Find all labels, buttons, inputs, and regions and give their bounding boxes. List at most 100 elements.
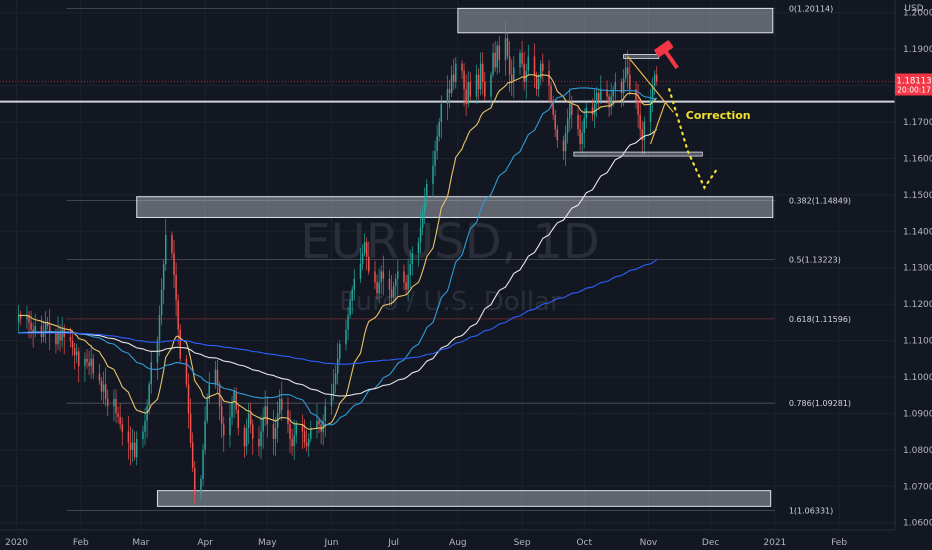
candle-body [92, 358, 94, 374]
candle-body [597, 92, 600, 101]
fib-retracement[interactable]: 0(1.20114) 0.382(1.14849) 0.5(1.13223) 0.61… [66, 5, 851, 516]
candle-body [318, 420, 320, 425]
candle-body [583, 118, 585, 133]
candle-body [127, 431, 130, 443]
candle-body [336, 358, 339, 374]
support-resistance-zones[interactable] [0, 7, 895, 507]
candle-body [608, 96, 610, 108]
candle-body [100, 380, 103, 392]
candle-body [34, 326, 36, 334]
candle-body [434, 151, 436, 166]
current-price-value: 1.18113 [896, 76, 931, 86]
candle-body [465, 89, 467, 104]
candle-body [653, 74, 656, 86]
candle-body [629, 74, 631, 90]
candle-body [577, 114, 579, 130]
candle-body [423, 198, 426, 214]
candle-body [564, 132, 567, 152]
candle-body [508, 56, 511, 75]
fib-level-label: 0.5(1.13223) [789, 256, 841, 265]
candle-body [585, 107, 588, 119]
candle-body [131, 442, 134, 450]
candle-body [359, 264, 362, 279]
projection-path [668, 88, 718, 190]
currency-label: USD [904, 4, 923, 14]
x-tick-label: Aug [449, 538, 467, 548]
candle-body [403, 271, 405, 283]
y-tick-label: 1.17000 [903, 118, 932, 128]
candle-body [419, 227, 422, 243]
bar-countdown: 20:00:17 [897, 85, 931, 94]
candle-body [622, 78, 625, 93]
x-tick-label: Mar [132, 538, 149, 548]
candle-body [135, 438, 138, 458]
candle-body [216, 369, 219, 385]
x-tick-label: 2020 [5, 538, 28, 548]
candle-body [523, 63, 525, 82]
candle-body [533, 56, 536, 75]
candle-body [77, 351, 80, 367]
candle-body [411, 253, 414, 265]
candle-body [409, 264, 411, 276]
candle-body [44, 322, 47, 334]
candle-body [119, 417, 121, 425]
candle-body [382, 271, 385, 279]
candle-body [351, 289, 353, 301]
candle-body [467, 81, 469, 104]
candle-body [237, 409, 240, 429]
candle-body [368, 256, 370, 272]
candle-body [571, 103, 573, 115]
candle-body [164, 234, 167, 265]
candle-body [193, 468, 196, 494]
candle-body [187, 384, 190, 414]
candle-body [220, 406, 223, 425]
candle-body [264, 406, 266, 418]
candle-body [637, 100, 639, 115]
x-tick-label: Jul [387, 538, 399, 548]
drawings[interactable]: Correction [573, 40, 751, 190]
candle-body [397, 271, 399, 279]
candle-body [504, 38, 507, 61]
watermark-title: EURUSD, 1D [300, 214, 599, 270]
candle-body [477, 74, 480, 90]
candle-body [639, 114, 641, 130]
candle-body [106, 398, 109, 407]
ma-sma-100 [18, 128, 658, 397]
x-tick-label: Feb [831, 538, 847, 548]
candle-body [185, 358, 188, 385]
x-tick-label: Sep [514, 538, 531, 548]
candle-body [535, 74, 538, 90]
candle-body [42, 333, 45, 337]
candle-body [274, 428, 277, 439]
candle-body [365, 242, 368, 257]
candle-body [394, 278, 397, 286]
candle-body [150, 362, 152, 385]
candle-body [19, 315, 22, 319]
candle-body [624, 67, 627, 79]
candle-body [148, 384, 150, 407]
candle-body [310, 428, 312, 439]
y-tick-label: 1.06000 [903, 519, 932, 529]
candle-body [160, 289, 163, 316]
candle-body [46, 322, 49, 327]
current-price-tag [895, 73, 932, 96]
candle-body [266, 406, 269, 425]
fib-level-label: 0.618(1.11596) [789, 315, 851, 324]
y-tick-label: 1.13000 [903, 264, 932, 274]
candle-body [252, 424, 254, 439]
candle-body [262, 417, 264, 432]
candle-body [59, 333, 61, 341]
candle-body [177, 300, 179, 330]
candle-body [293, 435, 295, 447]
candle-body [98, 373, 101, 381]
candle-body [102, 384, 105, 392]
x-tick-label: Jun [323, 538, 338, 548]
candle-body [113, 398, 115, 407]
candle-body [258, 438, 260, 447]
candle-body [510, 74, 513, 82]
candle-body [71, 340, 74, 348]
candle-body [361, 253, 364, 265]
fib-level-label: 0(1.20114) [789, 5, 833, 14]
candle-body [339, 344, 341, 359]
candle-body [581, 132, 583, 144]
